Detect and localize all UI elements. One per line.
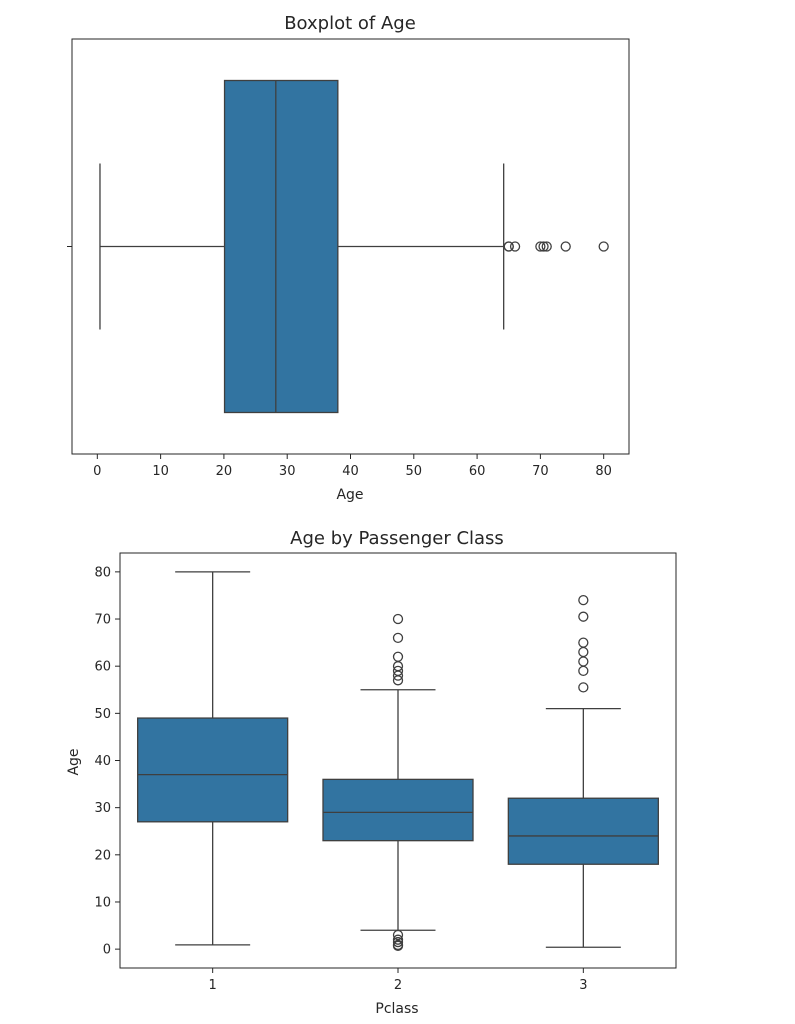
y-tick-label: 10 <box>94 895 111 910</box>
chart2-title: Age by Passenger Class <box>290 528 504 549</box>
outlier-point <box>578 656 589 667</box>
y-tick-label: 30 <box>94 801 111 816</box>
outlier-point <box>578 595 589 606</box>
outlier-point <box>509 241 521 252</box>
outlier-point <box>560 241 571 252</box>
outlier-point <box>578 637 589 648</box>
outlier-point <box>392 613 404 625</box>
chart1-title: Boxplot of Age <box>284 13 416 34</box>
outlier-point <box>541 241 552 252</box>
age-boxplot-chart: Boxplot of Age 0 10 20 30 40 50 60 70 80 Age <box>67 13 630 503</box>
chart2-y-axis-label: Age <box>66 748 82 775</box>
x-tick-label: 0 <box>93 464 101 479</box>
x-tick-label: 10 <box>152 464 169 479</box>
age-by-class-chart: Age by Passenger Class 0 10 20 30 40 50 60 70 80… <box>66 528 677 1017</box>
iqr-box-class-1 <box>137 717 289 823</box>
outlier-point <box>578 646 589 658</box>
y-tick-label: 20 <box>94 848 111 863</box>
outlier-point <box>538 241 549 252</box>
x-tick-label: 60 <box>469 464 486 479</box>
outlier-point <box>392 934 404 945</box>
y-tick-label: 80 <box>94 565 111 580</box>
y-tick-label: 70 <box>94 613 111 628</box>
chart1-x-axis-label: Age <box>336 487 363 503</box>
x-tick-label: 1 <box>209 978 217 993</box>
outlier-point <box>578 665 589 677</box>
x-tick-label: 40 <box>342 464 359 479</box>
outlier-point <box>598 241 609 252</box>
outlier-point <box>392 929 404 941</box>
x-tick-label: 2 <box>394 978 402 993</box>
outlier-point <box>392 651 404 662</box>
x-tick-label: 80 <box>595 464 612 479</box>
outlier-point <box>578 611 589 622</box>
outlier-point <box>392 665 404 677</box>
outlier-point <box>503 241 514 252</box>
y-tick-label: 0 <box>103 943 111 958</box>
iqr-box-class-3 <box>507 797 659 865</box>
outlier-point <box>392 939 404 951</box>
iqr-box <box>223 79 339 414</box>
iqr-box-class-2 <box>322 778 474 842</box>
y-tick-label: 60 <box>94 660 111 675</box>
outlier-point <box>535 241 546 252</box>
x-tick-label: 50 <box>406 464 423 479</box>
x-tick-label: 30 <box>279 464 296 479</box>
y-tick-label: 50 <box>94 707 111 722</box>
chart2-x-axis-label: Pclass <box>375 1001 418 1017</box>
x-tick-label: 70 <box>532 464 549 479</box>
x-tick-label: 3 <box>579 978 587 993</box>
outlier-point <box>392 632 404 644</box>
outlier-point <box>578 682 589 693</box>
x-tick-label: 20 <box>216 464 233 479</box>
y-tick-label: 40 <box>94 754 111 769</box>
